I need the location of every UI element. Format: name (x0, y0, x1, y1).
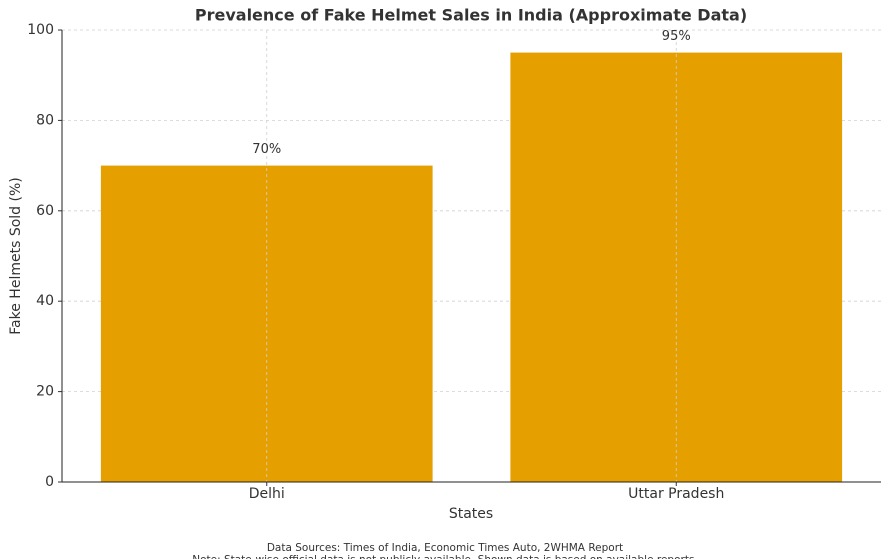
y-axis-label: Fake Helmets Sold (%) (8, 177, 24, 334)
y-tick-label: 20 (36, 384, 54, 400)
x-tick-label: Uttar Pradesh (628, 486, 724, 502)
footnote: Data Sources: Times of India, Economic T… (267, 542, 623, 554)
y-tick-label: 60 (36, 203, 54, 219)
x-axis-label: States (449, 506, 493, 522)
y-tick-label: 100 (27, 22, 54, 38)
x-tick-label: Delhi (249, 486, 285, 502)
y-tick-label: 40 (36, 293, 54, 309)
value-label: 70% (252, 142, 281, 157)
y-tick-label: 80 (36, 112, 54, 128)
bar (510, 52, 843, 482)
footnote: Note: State-wise official data is not pu… (192, 554, 698, 559)
y-tick-label: 0 (45, 474, 54, 490)
chart-title: Prevalence of Fake Helmet Sales in India… (195, 6, 747, 25)
value-label: 95% (662, 29, 691, 44)
